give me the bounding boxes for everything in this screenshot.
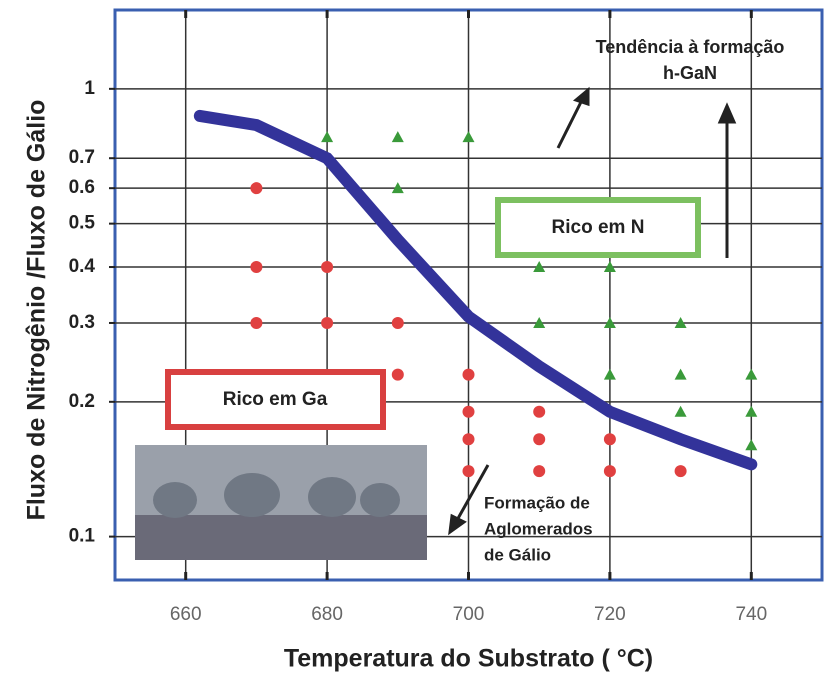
y-tick-label: 0.7 [69, 147, 95, 168]
point [321, 261, 333, 273]
point [463, 465, 475, 477]
decorations [135, 90, 734, 560]
annotation: h-GaN [663, 63, 717, 83]
x-tick-label: 660 [170, 604, 202, 625]
point [745, 369, 757, 380]
point [392, 369, 404, 381]
x-tick-label: 680 [311, 604, 343, 625]
point [604, 369, 616, 380]
y-tick-label: 0.2 [69, 391, 95, 412]
point [604, 465, 616, 477]
x-tick-label: 740 [735, 604, 767, 625]
y-tick-label: 0.1 [69, 526, 96, 547]
annotation: Tendência à formação [596, 37, 785, 57]
x-tick-label: 720 [594, 604, 626, 625]
chart: 0.1 0.2 0.3 0.4 0.5 0.6 0.7 1 660 680 700 720 740 Tem… [0, 0, 828, 680]
point [533, 433, 545, 445]
point [321, 317, 333, 329]
annotation: Rico em N [552, 217, 645, 238]
x-axis-title: Temperatura do Substrato ( °C) [284, 645, 653, 673]
point [463, 406, 475, 418]
point [392, 317, 404, 329]
y-tick-label: 0.5 [69, 213, 96, 234]
point [675, 369, 687, 380]
point [463, 369, 475, 381]
point [675, 465, 687, 477]
point [745, 439, 757, 450]
annotation: Formação de [484, 493, 590, 512]
y-axis-title: Fluxo de Nitrogênio /Fluxo de Gálio [23, 100, 51, 521]
arrows [450, 90, 734, 532]
inset-image [135, 445, 427, 560]
point [533, 406, 545, 418]
x-tick-label: 700 [453, 604, 485, 625]
point [321, 131, 333, 142]
point [604, 433, 616, 445]
point [463, 131, 475, 142]
point [463, 433, 475, 445]
point [250, 182, 262, 194]
point [250, 317, 262, 329]
point [533, 465, 545, 477]
annotation: Aglomerados [484, 519, 593, 538]
y-tick-label: 0.3 [69, 312, 95, 333]
y-tick-label: 0.6 [69, 177, 95, 198]
point [392, 131, 404, 142]
annotation: Rico em Ga [223, 389, 328, 410]
y-tick-label: 0.4 [69, 256, 96, 277]
y-tick-label: 1 [84, 78, 95, 99]
point [250, 261, 262, 273]
point [745, 406, 757, 417]
point [675, 406, 687, 417]
annotation: de Gálio [484, 545, 551, 564]
